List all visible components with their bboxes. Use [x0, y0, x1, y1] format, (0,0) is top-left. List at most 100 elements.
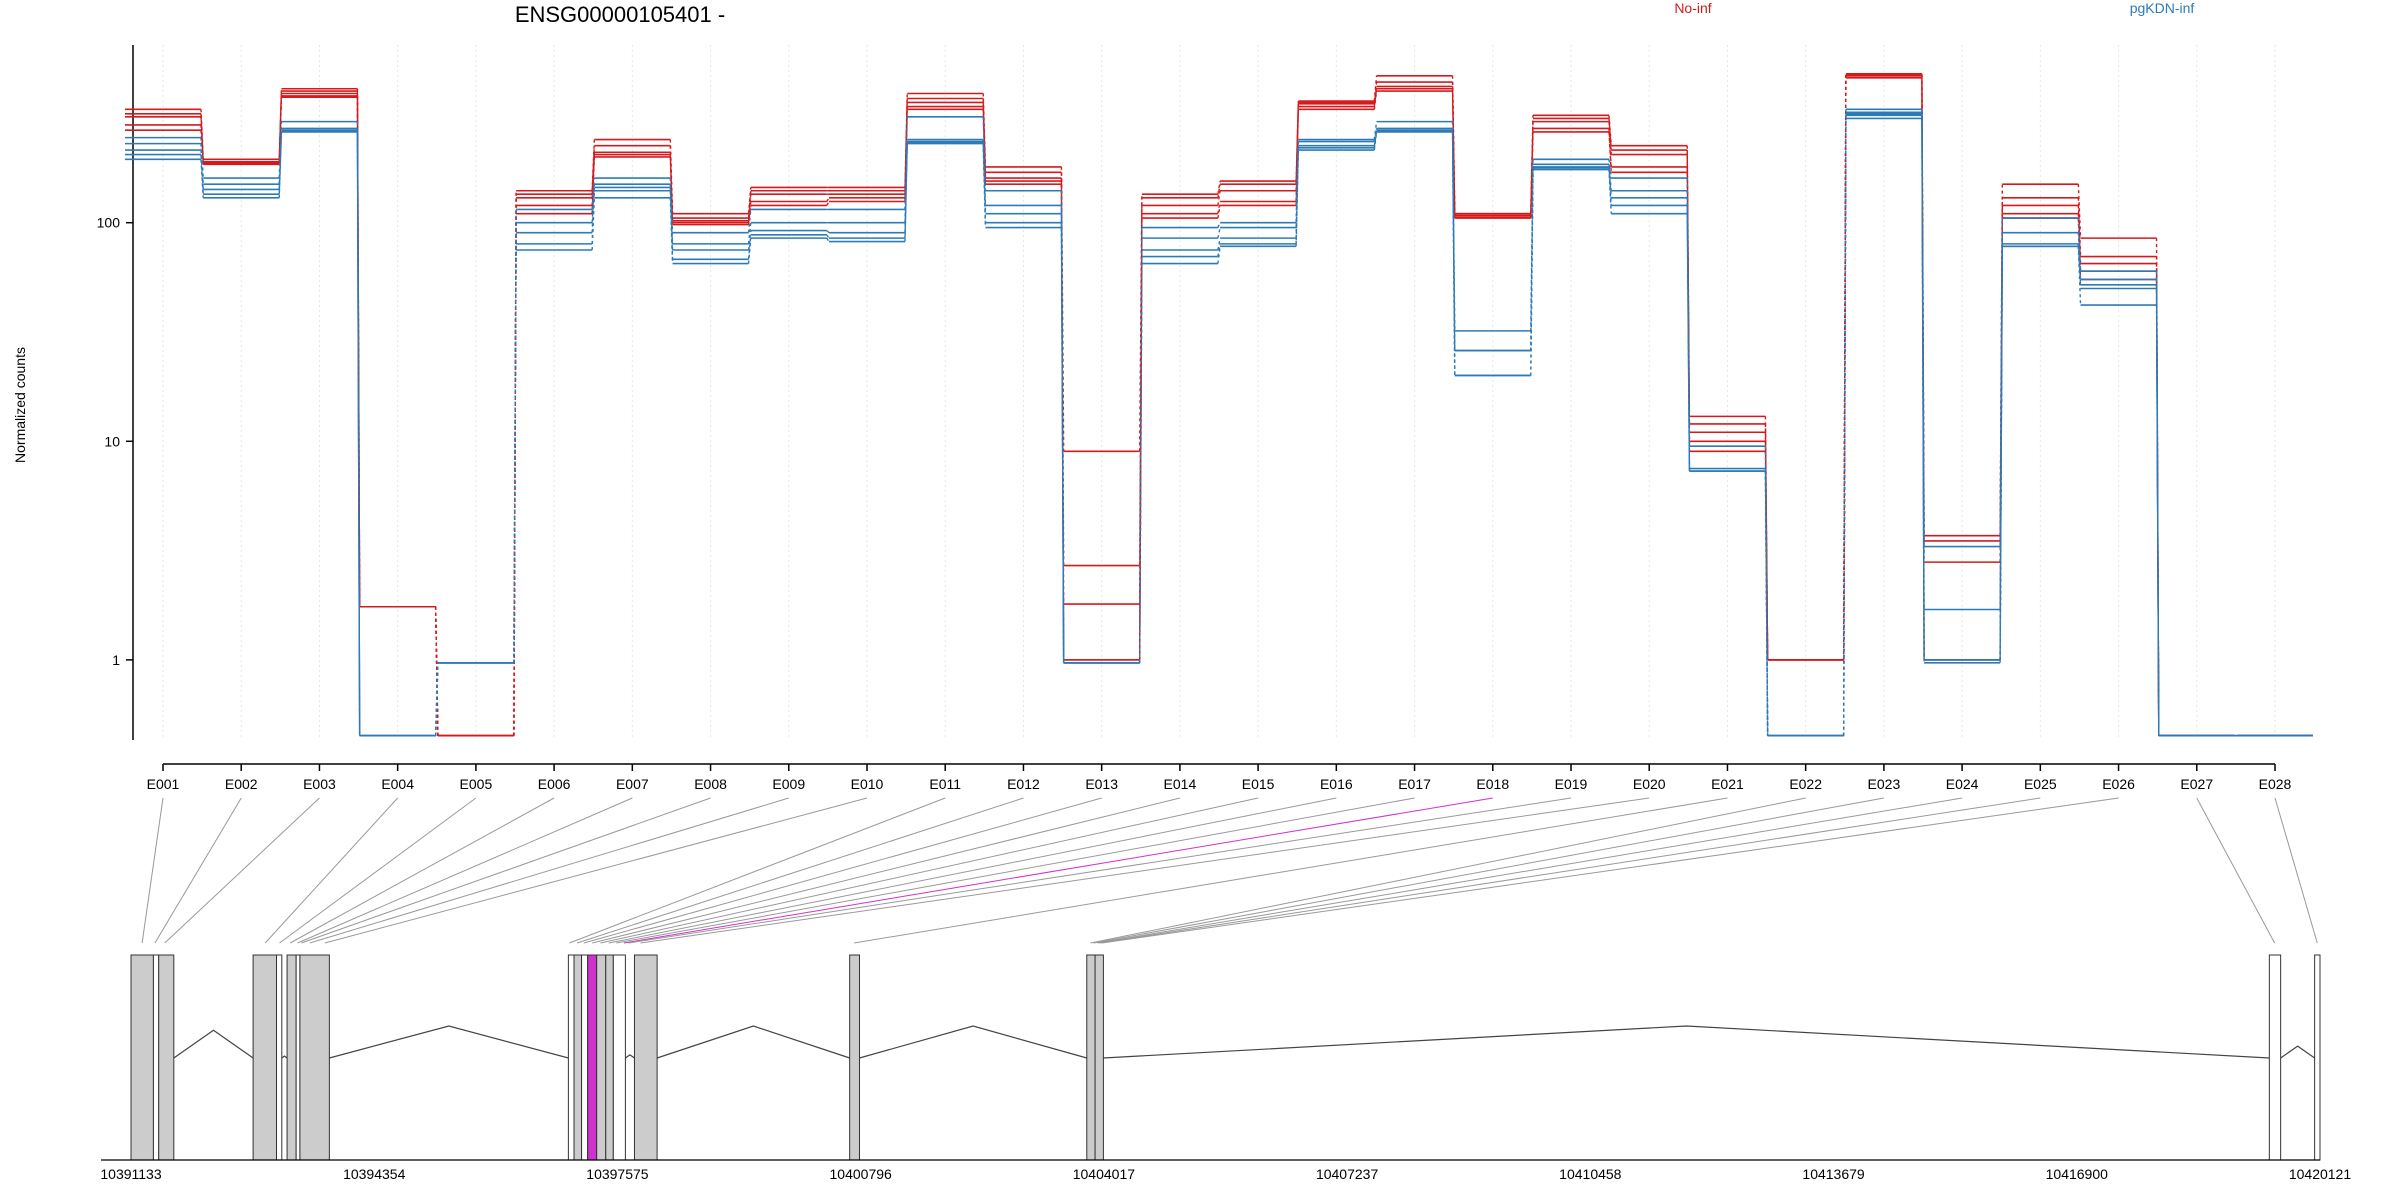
series-join	[1217, 222, 1221, 228]
connector-e025	[1099, 797, 2041, 944]
series-join	[1060, 227, 1065, 663]
connector-e007	[297, 797, 633, 944]
series-join	[826, 201, 830, 206]
intron	[859, 1025, 1087, 1059]
series-join	[826, 197, 830, 202]
series-join	[1686, 213, 1691, 472]
x-tick-label-e011: E011	[929, 776, 961, 792]
series-join	[669, 197, 674, 264]
series-join	[1217, 180, 1221, 195]
series-join	[1530, 159, 1534, 331]
series-join	[1295, 109, 1300, 206]
series-join	[747, 190, 752, 219]
series-join	[2077, 232, 2082, 280]
intron	[2280, 1045, 2315, 1059]
exon-block	[1094, 954, 1104, 1161]
exon-block	[299, 954, 330, 1161]
exon-block	[1086, 954, 1096, 1161]
genome-coordinate-label: 10416900	[2046, 1166, 2109, 1182]
series-join	[1138, 218, 1143, 660]
series-join	[1295, 106, 1300, 202]
series-join	[1373, 88, 1378, 107]
series-join	[1842, 118, 1847, 736]
connector-e001	[141, 797, 164, 944]
series-join	[1451, 131, 1456, 376]
series-join	[591, 197, 596, 251]
series-join	[904, 143, 908, 242]
series-no-inf-1	[125, 72, 2313, 737]
series-join	[1217, 237, 1221, 251]
connector-e017	[616, 797, 1415, 944]
intron	[1103, 1025, 2270, 1059]
series-join	[2077, 218, 2082, 272]
x-tick-label-e001: E001	[147, 776, 180, 792]
series-no-inf-5	[125, 77, 2313, 737]
series-join	[747, 194, 752, 221]
exon-block	[295, 954, 301, 1161]
genome-coordinate-label: 10397575	[586, 1166, 649, 1182]
connector-e009	[309, 797, 789, 944]
exon-block	[152, 954, 160, 1161]
series-join	[278, 131, 283, 198]
exon-block	[633, 954, 658, 1161]
connector-e004	[264, 797, 399, 944]
series-no-inf-2	[125, 73, 2313, 737]
x-tick-label-e024: E024	[1946, 776, 1979, 792]
connector-e023	[1093, 797, 1884, 944]
connector-e014	[592, 797, 1181, 944]
x-tick-label-e004: E004	[381, 776, 414, 792]
connector-e021	[854, 797, 1728, 944]
series-join	[1608, 131, 1612, 173]
exon-block	[252, 954, 278, 1161]
exon-block	[573, 954, 583, 1161]
series-join	[1530, 118, 1534, 214]
series-join	[591, 152, 596, 198]
series-join	[1999, 246, 2004, 660]
connector-e016	[608, 797, 1337, 944]
genome-coordinate-label: 10400796	[830, 1166, 893, 1182]
series-join	[1921, 118, 1925, 663]
series-join	[1530, 169, 1534, 376]
series-join	[1608, 164, 1612, 191]
exon-block	[2314, 954, 2321, 1161]
series-join	[2077, 205, 2082, 264]
connector-e022	[1090, 797, 1806, 944]
x-tick-label-e016: E016	[1320, 776, 1353, 792]
series-join	[1217, 246, 1221, 264]
series-join	[356, 131, 361, 736]
intron	[656, 1025, 850, 1059]
series-join	[826, 230, 830, 234]
genome-coordinate-label: 10407237	[1316, 1166, 1379, 1182]
series-join	[1451, 128, 1456, 351]
connector-e008	[301, 797, 711, 944]
x-tick-label-e013: E013	[1085, 776, 1118, 792]
connector-e018	[623, 797, 1493, 944]
series-join	[982, 141, 987, 214]
y-axis-label: Normalized counts	[12, 347, 28, 463]
y-tick-label: 10	[104, 433, 120, 449]
genome-coordinate-label: 10394354	[343, 1166, 406, 1182]
series-join	[1764, 471, 1769, 736]
intron	[173, 1029, 254, 1059]
series-join	[513, 250, 517, 663]
series-join	[1608, 169, 1612, 214]
x-tick-label-e022: E022	[1789, 776, 1822, 792]
x-tick-label-e005: E005	[460, 776, 493, 792]
axes: 1 10 100 E001 E002 E003 E004 E005 E006 E007 E008 E0…	[97, 45, 2292, 792]
gridlines	[162, 45, 2276, 740]
connector-e020	[640, 797, 1650, 944]
exon-block	[567, 954, 575, 1161]
connector-e028	[2274, 797, 2318, 944]
x-tick-label-e026: E026	[2102, 776, 2135, 792]
connector-e005	[279, 797, 477, 944]
x-tick-label-e006: E006	[538, 776, 571, 792]
genome-coordinate-label: 10420121	[2289, 1166, 2352, 1182]
series-join	[1608, 118, 1612, 151]
series-pgkdn-inf-10	[125, 117, 2313, 737]
y-tick-label: 1	[112, 652, 120, 668]
connector-e010	[324, 797, 868, 944]
exon-block	[286, 954, 297, 1161]
intron	[329, 1025, 569, 1059]
series-join	[747, 238, 752, 264]
